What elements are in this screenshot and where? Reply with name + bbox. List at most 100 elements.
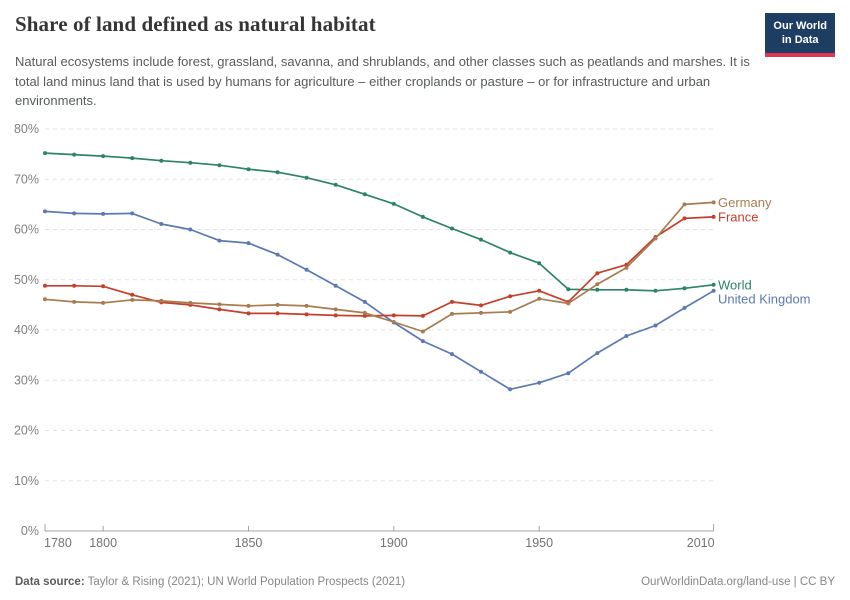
series-point-france[interactable] — [246, 311, 251, 316]
series-point-france[interactable] — [420, 313, 425, 318]
series-point-france[interactable] — [391, 313, 396, 318]
series-point-germany[interactable] — [43, 297, 47, 302]
series-label-world[interactable]: World — [718, 277, 752, 292]
series-point-united-kingdom[interactable] — [479, 369, 483, 374]
series-point-france[interactable] — [304, 312, 309, 317]
series-point-united-kingdom[interactable] — [246, 241, 251, 246]
series-point-world[interactable] — [391, 201, 396, 206]
series-point-germany[interactable] — [304, 303, 309, 308]
series-point-united-kingdom[interactable] — [362, 299, 367, 304]
series-point-world[interactable] — [188, 160, 193, 165]
series-point-world[interactable] — [682, 286, 687, 291]
series-point-france[interactable] — [101, 284, 106, 289]
series-point-germany[interactable] — [130, 297, 135, 302]
series-point-united-kingdom[interactable] — [508, 387, 513, 392]
series-point-united-kingdom[interactable] — [420, 339, 425, 344]
series-point-world[interactable] — [275, 170, 280, 175]
series-point-france[interactable] — [362, 313, 367, 318]
series-point-united-kingdom[interactable] — [711, 288, 716, 293]
series-point-germany[interactable] — [188, 300, 193, 305]
series-point-united-kingdom[interactable] — [130, 211, 135, 216]
series-point-united-kingdom[interactable] — [217, 238, 222, 243]
series-point-world[interactable] — [566, 287, 571, 292]
series-point-united-kingdom[interactable] — [566, 371, 571, 376]
series-point-germany[interactable] — [362, 310, 367, 315]
series-point-germany[interactable] — [653, 236, 658, 241]
series-line-united-kingdom[interactable] — [44, 210, 715, 391]
series-point-united-kingdom[interactable] — [333, 283, 338, 288]
series-point-france[interactable] — [275, 311, 280, 316]
series-point-france[interactable] — [711, 214, 716, 219]
series-point-world[interactable] — [362, 192, 367, 197]
series-point-germany[interactable] — [333, 307, 338, 312]
series-point-germany[interactable] — [595, 282, 600, 287]
series-point-germany[interactable] — [479, 310, 483, 315]
series-point-world[interactable] — [479, 237, 483, 242]
series-point-world[interactable] — [130, 156, 135, 161]
series-point-united-kingdom[interactable] — [450, 352, 454, 357]
series-point-germany[interactable] — [246, 303, 251, 308]
series-point-france[interactable] — [333, 313, 338, 318]
series-point-united-kingdom[interactable] — [624, 334, 629, 338]
series-point-france[interactable] — [537, 288, 542, 293]
series-point-germany[interactable] — [624, 265, 629, 270]
series-point-germany[interactable] — [420, 329, 425, 334]
series-point-united-kingdom[interactable] — [595, 351, 600, 356]
series-point-world[interactable] — [624, 287, 629, 292]
series-point-world[interactable] — [159, 158, 164, 163]
series-point-world[interactable] — [333, 182, 338, 187]
series-point-world[interactable] — [653, 288, 658, 293]
series-point-united-kingdom[interactable] — [304, 267, 309, 272]
series-point-germany[interactable] — [711, 200, 716, 205]
series-point-united-kingdom[interactable] — [537, 380, 542, 385]
series-point-germany[interactable] — [391, 320, 396, 324]
series-point-world[interactable] — [508, 250, 513, 255]
series-point-germany[interactable] — [217, 302, 222, 307]
series-point-world[interactable] — [711, 282, 716, 287]
series-point-world[interactable] — [420, 214, 425, 219]
series-point-france[interactable] — [72, 283, 77, 288]
series-point-france[interactable] — [682, 216, 687, 221]
series-label-france[interactable]: France — [718, 209, 758, 224]
series-point-germany[interactable] — [537, 296, 542, 301]
series-point-world[interactable] — [72, 152, 77, 157]
series-point-world[interactable] — [217, 163, 222, 168]
series-point-united-kingdom[interactable] — [682, 305, 687, 310]
series-point-world[interactable] — [101, 154, 106, 159]
series-point-world[interactable] — [537, 261, 542, 266]
series-point-germany[interactable] — [450, 311, 454, 316]
series-point-world[interactable] — [304, 175, 309, 180]
license-link[interactable]: OurWorldinData.org/land-use | CC BY — [641, 576, 835, 588]
series-point-france[interactable] — [130, 292, 135, 297]
series-point-france[interactable] — [217, 307, 222, 312]
series-point-united-kingdom[interactable] — [653, 323, 658, 328]
series-label-united-kingdom[interactable]: United Kingdom — [718, 291, 811, 306]
series-line-germany[interactable] — [44, 201, 714, 333]
series-point-germany[interactable] — [566, 301, 571, 306]
series-point-germany[interactable] — [159, 298, 164, 303]
series-point-united-kingdom[interactable] — [159, 222, 164, 226]
series-point-germany[interactable] — [101, 300, 106, 305]
series-point-world[interactable] — [43, 151, 47, 156]
series-point-united-kingdom[interactable] — [188, 227, 193, 232]
series-point-united-kingdom[interactable] — [275, 252, 280, 257]
owid-logo[interactable]: Our World in Data — [765, 13, 835, 57]
series-label-germany[interactable]: Germany — [718, 195, 772, 210]
series-point-world[interactable] — [246, 167, 251, 172]
series-point-germany[interactable] — [72, 299, 77, 304]
series-point-germany[interactable] — [275, 302, 280, 307]
series-point-germany[interactable] — [682, 202, 687, 207]
series-point-germany[interactable] — [508, 309, 513, 314]
series-point-united-kingdom[interactable] — [72, 211, 77, 216]
owid-logo-line1: Our World — [773, 20, 827, 32]
series-line-world[interactable] — [44, 152, 714, 292]
series-point-france[interactable] — [479, 303, 483, 308]
series-point-united-kingdom[interactable] — [43, 209, 47, 214]
series-point-france[interactable] — [450, 299, 454, 304]
series-point-world[interactable] — [595, 287, 600, 292]
series-point-world[interactable] — [450, 226, 454, 231]
series-point-france[interactable] — [595, 271, 600, 276]
series-point-united-kingdom[interactable] — [101, 211, 106, 216]
series-point-france[interactable] — [508, 294, 513, 299]
series-point-france[interactable] — [43, 283, 47, 288]
